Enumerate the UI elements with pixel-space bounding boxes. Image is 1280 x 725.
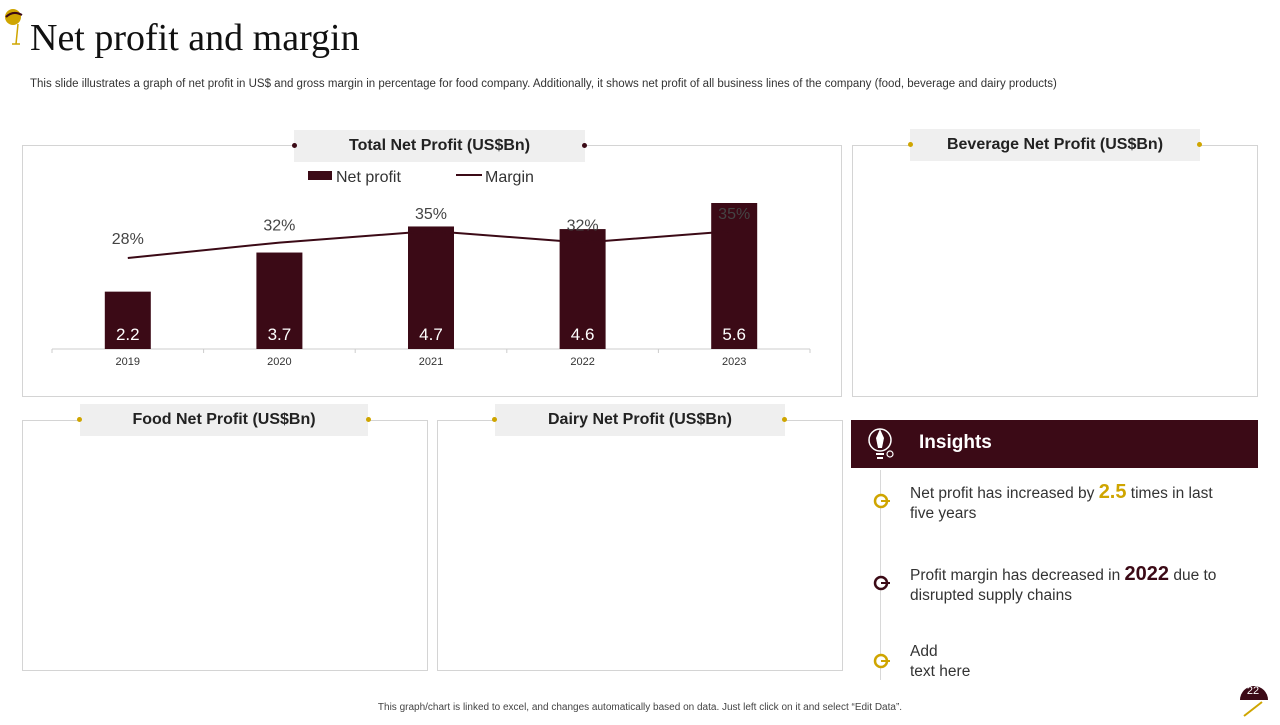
insight-highlight: 2022	[1124, 563, 1170, 585]
insight-text: times in last five years	[910, 485, 1213, 522]
margin-value-label: 35%	[718, 206, 750, 223]
insight-placeholder-text[interactable]: text here	[910, 663, 971, 680]
title-dot-right	[782, 417, 787, 422]
title-dot-left	[77, 417, 82, 422]
legend-swatch-net-profit	[308, 171, 332, 180]
title-dot-right	[366, 417, 371, 422]
bar-value-label: 4.7	[419, 325, 443, 344]
margin-value-label: 35%	[415, 206, 447, 223]
beverage-chart-title: Beverage Net Profit (US$Bn)	[910, 129, 1200, 161]
ring-bullet-icon	[873, 575, 890, 591]
page-subtitle: This slide illustrates a graph of net pr…	[30, 78, 1057, 90]
insight-item-1: Net profit has increased by 2.5 times in…	[910, 482, 1240, 524]
x-tick-label: 2021	[419, 356, 443, 368]
insight-text: Net profit has increased by	[910, 485, 1099, 502]
x-tick-label: 2019	[116, 356, 140, 368]
insight-text: Profit margin has decreased in	[910, 567, 1125, 584]
title-dot-left	[908, 142, 913, 147]
x-tick-label: 2022	[570, 356, 594, 368]
total-chart-title: Total Net Profit (US$Bn)	[294, 130, 585, 162]
ring-bullet-icon	[873, 493, 890, 509]
beverage-chart-panel	[852, 145, 1258, 397]
bar-net-profit	[711, 203, 758, 349]
insights-title: Insights	[919, 432, 992, 453]
line-margin	[127, 229, 735, 259]
page-number-badge: 22	[1238, 680, 1270, 720]
dairy-chart-title: Dairy Net Profit (US$Bn)	[495, 404, 785, 436]
rocket-bulb-icon	[868, 428, 894, 459]
bar-net-profit	[408, 226, 454, 349]
x-tick-label: 2020	[267, 356, 291, 368]
insight-highlight: 2.5	[1098, 481, 1127, 503]
bar-net-profit	[104, 291, 151, 349]
food-chart-panel	[22, 420, 428, 671]
margin-value-label: 32%	[263, 218, 295, 235]
page-number: 22	[1246, 685, 1260, 697]
title-dot-right	[582, 143, 587, 148]
bar-value-label: 3.7	[268, 325, 292, 344]
insight-item-3[interactable]: Add text here	[910, 642, 1240, 682]
legend-label-margin: Margin	[485, 169, 534, 186]
insight-text: due to disrupted supply chains	[910, 567, 1217, 604]
legend-label-net-profit: Net profit	[336, 169, 401, 186]
brand-logo	[5, 9, 23, 45]
title-dot-left	[292, 143, 297, 148]
footer-note: This graph/chart is linked to excel, and…	[377, 702, 903, 713]
dairy-chart-panel	[437, 420, 843, 671]
x-tick-label: 2023	[722, 356, 746, 368]
margin-value-label: 28%	[112, 231, 144, 248]
insights-timeline	[880, 470, 881, 680]
ring-bullet-icon	[873, 653, 890, 669]
bar-value-label: 2.2	[116, 325, 140, 344]
insights-header: Insights	[851, 420, 1258, 468]
bar-net-profit	[256, 252, 303, 349]
insight-placeholder-text[interactable]: Add	[910, 643, 938, 660]
food-chart-title: Food Net Profit (US$Bn)	[80, 404, 368, 436]
margin-value-label: 32%	[567, 218, 599, 235]
bar-net-profit	[559, 229, 606, 349]
bar-value-label: 5.6	[722, 325, 746, 344]
page-title: Net profit and margin	[30, 17, 360, 59]
title-dot-left	[492, 417, 497, 422]
title-dot-right	[1197, 142, 1202, 147]
bar-value-label: 4.6	[571, 325, 595, 344]
insight-item-2: Profit margin has decreased in 2022 due …	[910, 564, 1240, 606]
